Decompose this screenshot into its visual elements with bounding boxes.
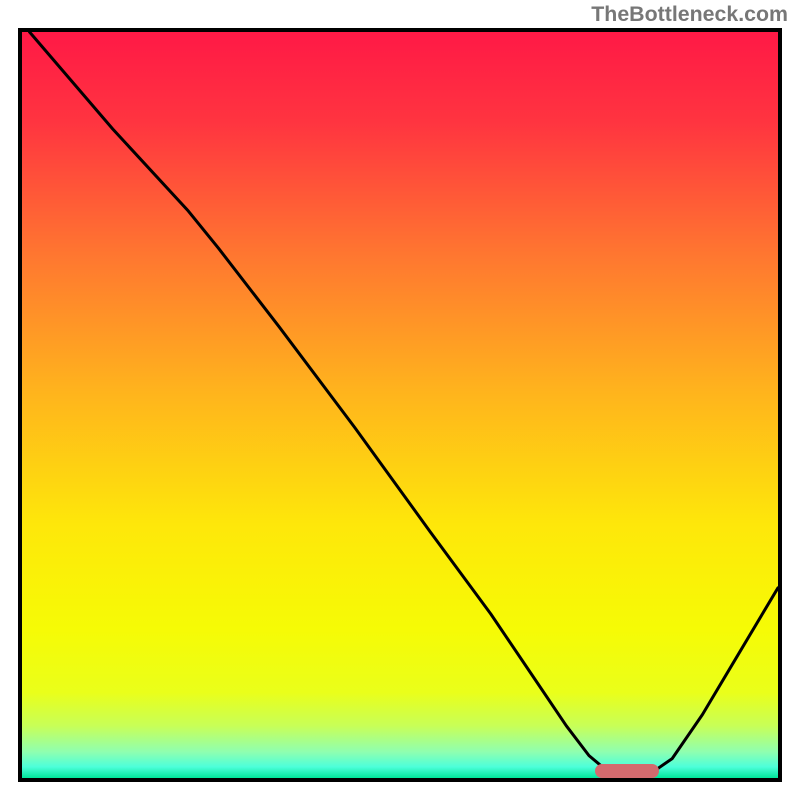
chart-container: { "attribution": { "text": "TheBottlenec… xyxy=(0,0,800,800)
curve-path xyxy=(30,32,778,771)
optimum-marker xyxy=(595,764,659,778)
attribution-text: TheBottleneck.com xyxy=(591,2,788,27)
bottleneck-curve xyxy=(22,32,778,778)
plot-area xyxy=(18,28,782,782)
